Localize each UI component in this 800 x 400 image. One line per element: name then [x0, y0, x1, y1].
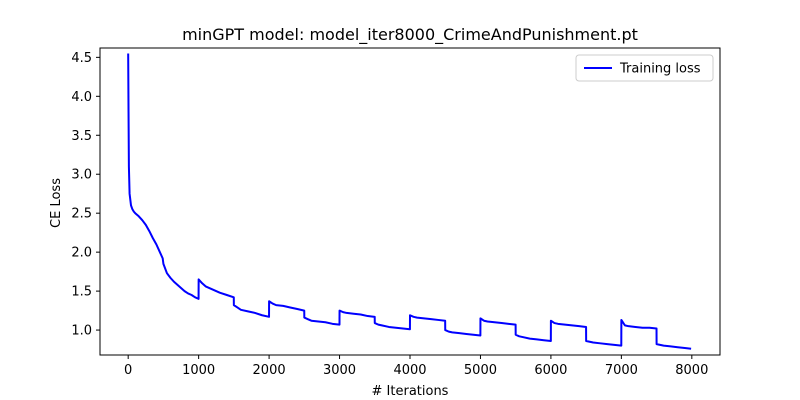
- x-tick-label: 5000: [464, 363, 497, 378]
- x-tick-label: 0: [124, 363, 132, 378]
- y-tick-label: 2.5: [71, 207, 92, 222]
- legend: Training loss: [575, 54, 714, 82]
- plot-area: 0 1000 2000 3000 4000 5000 6000 7000 8000 1.0 1.5 2…: [71, 47, 721, 378]
- x-axis-label: # Iterations: [372, 384, 449, 399]
- x-tick-label: 3000: [323, 363, 356, 378]
- x-tick-label: 2000: [253, 363, 286, 378]
- y-tick-label: 2.0: [71, 246, 92, 261]
- x-tick-label: 6000: [534, 363, 567, 378]
- y-tick-label: 4.0: [71, 90, 92, 105]
- y-tick-label: 1.5: [71, 285, 92, 300]
- x-tick-label: 7000: [605, 363, 638, 378]
- y-tick-label: 3.5: [71, 129, 92, 144]
- x-tick-label: 8000: [675, 363, 708, 378]
- y-tick-label: 3.0: [71, 168, 92, 183]
- y-tick-label: 1.0: [71, 324, 92, 339]
- y-tick-label: 4.5: [71, 51, 92, 66]
- series-line-0: [127, 53, 692, 350]
- x-tick-label: 1000: [182, 363, 215, 378]
- chart-title: minGPT model: model_iter8000_CrimeAndPun…: [182, 25, 638, 45]
- x-tick-label: 4000: [393, 363, 426, 378]
- y-axis-label: CE Loss: [49, 178, 64, 228]
- legend-label: Training loss: [619, 62, 701, 77]
- legend-box: [575, 54, 714, 82]
